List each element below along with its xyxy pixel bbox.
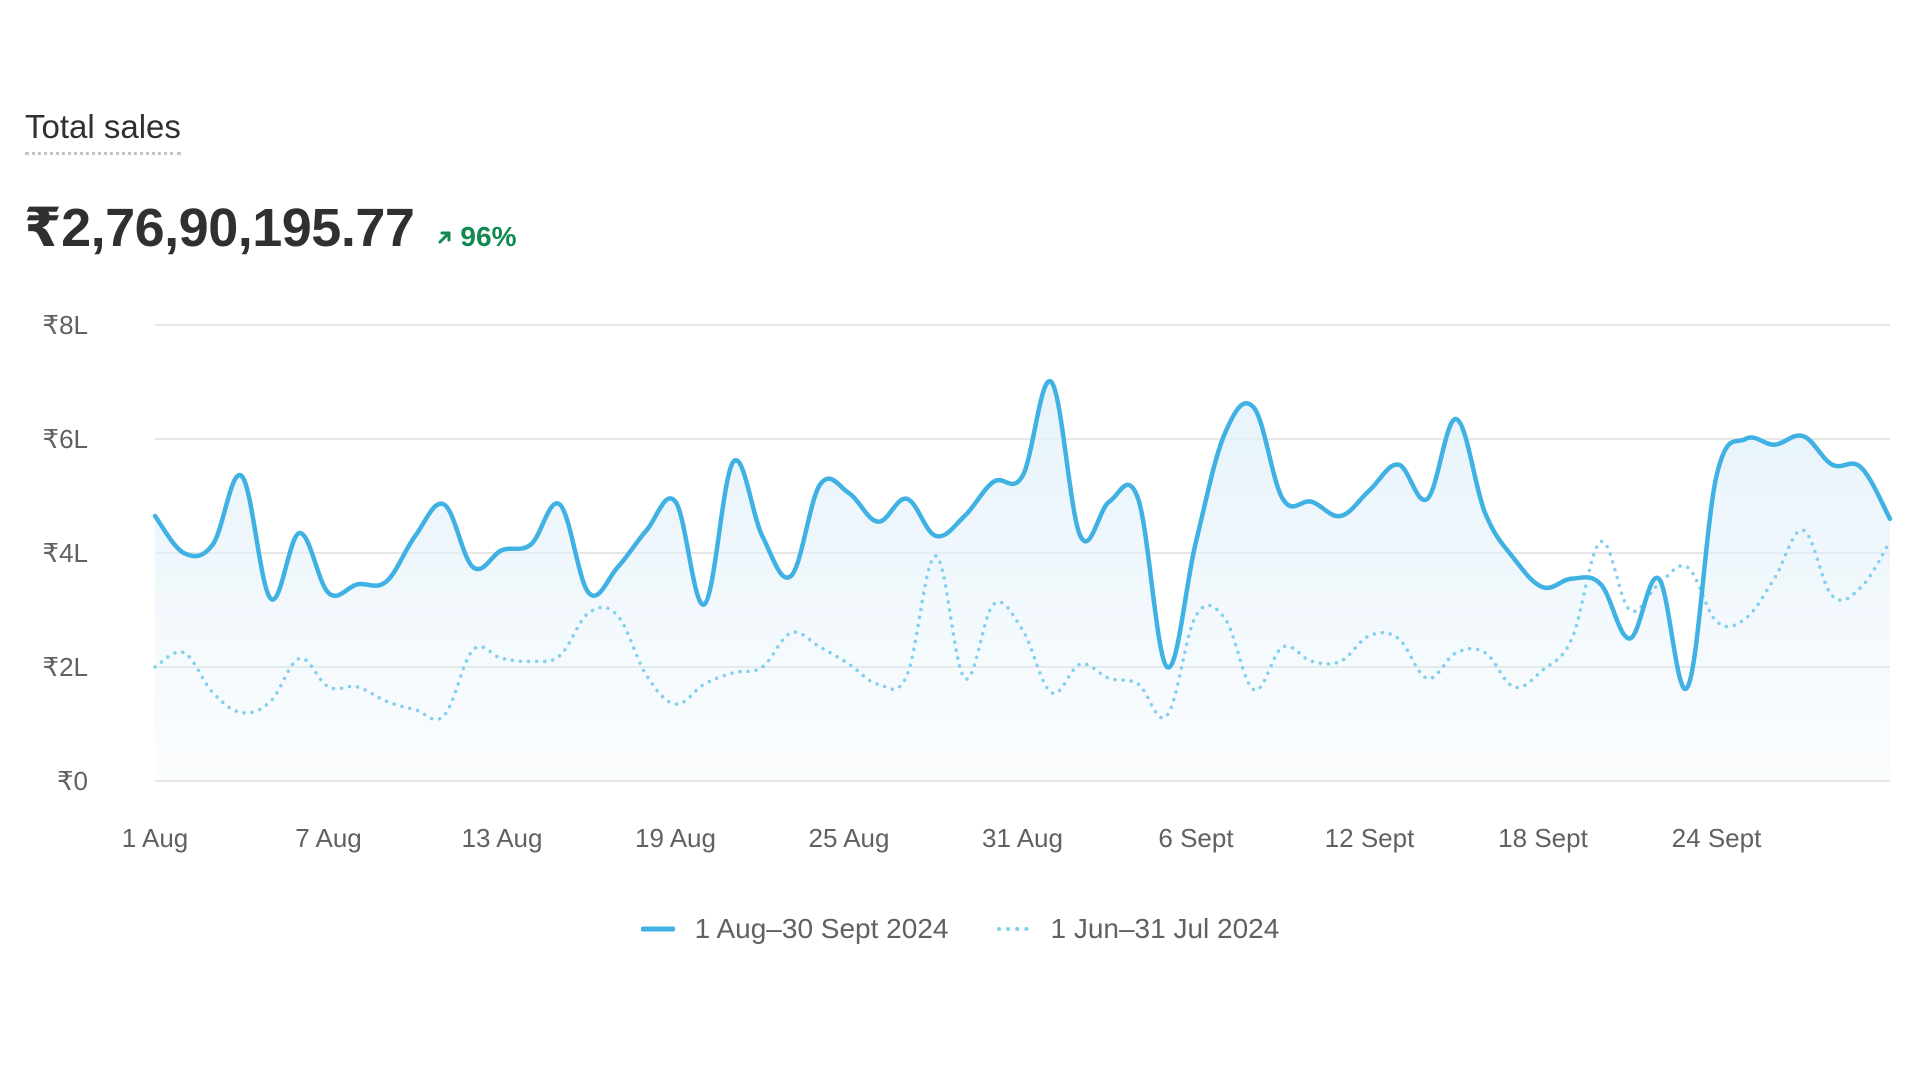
legend-item-previous[interactable]: 1 Jun–31 Jul 2024 bbox=[996, 913, 1279, 945]
chart-legend: 1 Aug–30 Sept 2024 1 Jun–31 Jul 2024 bbox=[0, 913, 1920, 945]
summary-row: ₹2,76,90,195.77 96% bbox=[24, 196, 516, 259]
legend-swatch-solid bbox=[640, 926, 675, 932]
total-sales-value: ₹2,76,90,195.77 bbox=[24, 198, 415, 258]
y-tick-label: ₹8L bbox=[43, 310, 88, 340]
y-tick-label: ₹0 bbox=[57, 766, 88, 796]
sales-line-chart: ₹0 ₹2L ₹4L ₹6L ₹8L 1 Aug 7 Aug 13 Aug 19 Aug 25 A… bbox=[43, 310, 1893, 853]
x-tick-label: 12 Sept bbox=[1325, 823, 1415, 853]
y-tick-label: ₹6L bbox=[43, 424, 88, 454]
legend-label-current: 1 Aug–30 Sept 2024 bbox=[694, 913, 949, 944]
x-tick-label: 31 Aug bbox=[982, 823, 1063, 853]
change-indicator: 96% bbox=[436, 221, 516, 253]
legend-label-previous: 1 Jun–31 Jul 2024 bbox=[1050, 913, 1280, 944]
current-series-area bbox=[155, 381, 1890, 781]
x-tick-label: 18 Sept bbox=[1498, 823, 1588, 853]
x-tick-label: 7 Aug bbox=[295, 823, 362, 853]
x-tick-label: 6 Sept bbox=[1158, 823, 1234, 853]
legend-swatch-dotted bbox=[997, 927, 1031, 931]
arrow-up-right-icon bbox=[436, 221, 454, 253]
x-tick-label: 25 Aug bbox=[809, 823, 890, 853]
current-series-line bbox=[152, 378, 1893, 692]
x-tick-label: 24 Sept bbox=[1672, 823, 1762, 853]
card-title[interactable]: Total sales bbox=[25, 108, 181, 155]
y-tick-label: ₹2L bbox=[43, 652, 88, 682]
change-percent: 96% bbox=[460, 221, 517, 252]
x-tick-label: 13 Aug bbox=[462, 823, 543, 853]
y-tick-label: ₹4L bbox=[43, 538, 88, 568]
x-tick-label: 1 Aug bbox=[122, 823, 189, 853]
x-tick-label: 19 Aug bbox=[635, 823, 716, 853]
legend-item-current[interactable]: 1 Aug–30 Sept 2024 bbox=[640, 913, 949, 945]
